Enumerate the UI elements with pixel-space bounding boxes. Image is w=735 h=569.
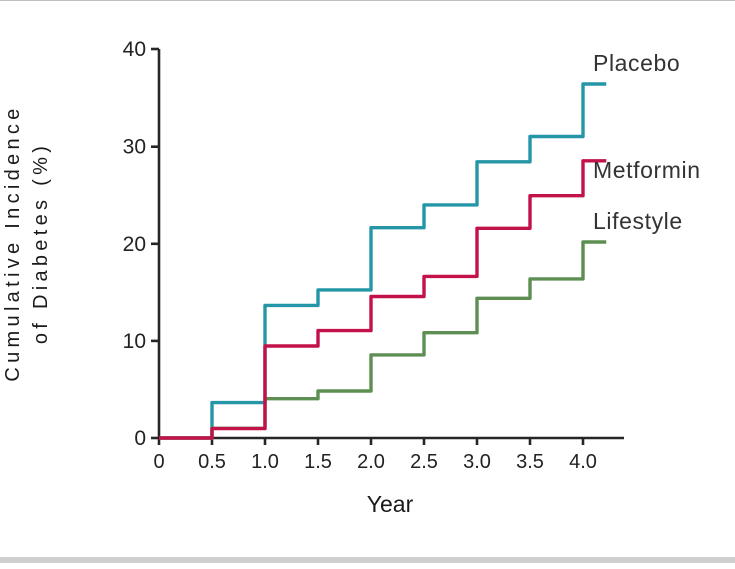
svg-text:1.0: 1.0 (251, 451, 279, 473)
svg-text:20: 20 (123, 233, 146, 256)
svg-text:3.5: 3.5 (516, 451, 544, 473)
svg-text:Placebo: Placebo (593, 50, 680, 76)
svg-text:0: 0 (134, 427, 146, 450)
svg-text:2.0: 2.0 (357, 451, 385, 473)
svg-text:0.5: 0.5 (198, 451, 226, 473)
svg-text:1.5: 1.5 (304, 451, 332, 473)
svg-text:2.5: 2.5 (410, 451, 438, 473)
svg-text:30: 30 (123, 136, 146, 159)
svg-text:Cumulative Incidence: Cumulative Incidence (2, 104, 24, 381)
svg-text:4.0: 4.0 (569, 451, 597, 473)
svg-text:40: 40 (123, 38, 146, 61)
svg-text:Metformin: Metformin (593, 157, 701, 183)
svg-text:Lifestyle: Lifestyle (593, 208, 683, 234)
svg-text:Year: Year (367, 491, 414, 517)
svg-text:0: 0 (153, 451, 164, 473)
svg-text:of Diabetes (%): of Diabetes (%) (30, 142, 52, 344)
svg-text:10: 10 (123, 330, 146, 353)
svg-text:3.0: 3.0 (463, 451, 491, 473)
